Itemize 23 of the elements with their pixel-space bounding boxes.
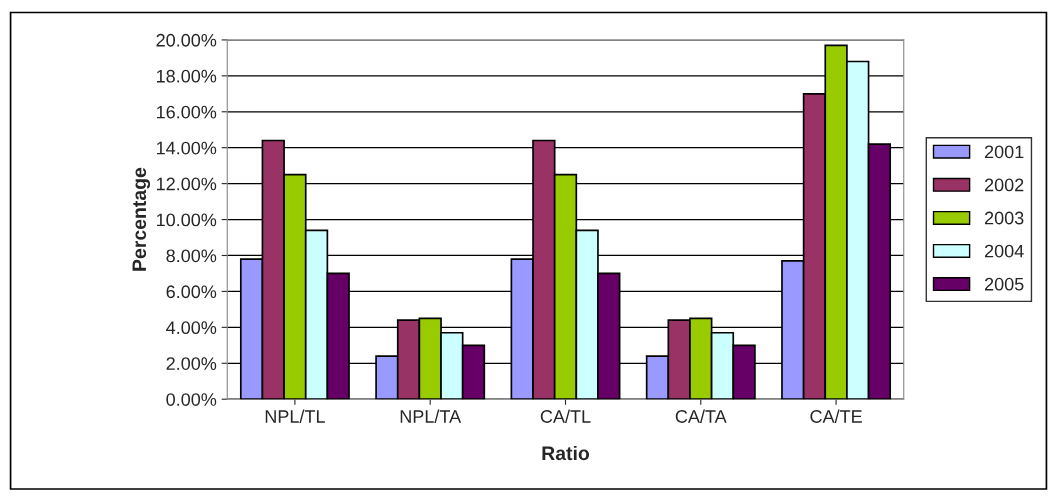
y-axis-title: Percentage <box>132 167 151 271</box>
legend-label: 2005 <box>984 277 1024 291</box>
y-tick-label: 0.00% <box>166 393 217 406</box>
y-tick-label: 8.00% <box>166 249 217 263</box>
x-tick-label: NPL/TL <box>265 409 325 423</box>
y-tick-label: 6.00% <box>166 285 217 299</box>
y-tick-label: 2.00% <box>166 357 217 370</box>
y-tick-label: 4.00% <box>166 321 217 335</box>
x-tick-label: CA/TA <box>675 409 727 423</box>
y-tick-label: 18.00% <box>156 69 217 83</box>
y-tick-label: 10.00% <box>156 213 217 227</box>
x-tick-label: CA/TL <box>540 409 591 423</box>
y-tick-label: 20.00% <box>156 33 217 47</box>
legend-label: 2001 <box>984 145 1024 159</box>
legend-label: 2004 <box>984 244 1024 258</box>
y-tick-label: 16.00% <box>156 105 217 119</box>
x-tick-label: NPL/TA <box>400 409 462 423</box>
x-tick-label: CA/TE <box>810 409 862 423</box>
y-tick-label: 14.00% <box>156 141 217 155</box>
x-axis-title: Ratio <box>542 445 590 461</box>
legend-label: 2003 <box>984 211 1024 225</box>
y-tick-label: 12.00% <box>156 177 217 191</box>
legend-label: 2002 <box>984 178 1024 192</box>
